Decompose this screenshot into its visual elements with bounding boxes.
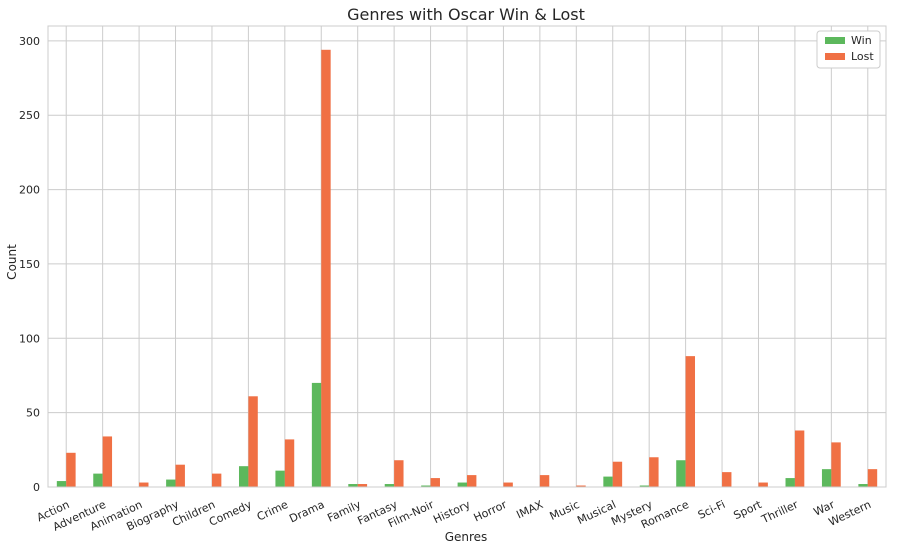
legend: Win Lost bbox=[816, 30, 881, 69]
bar-lost-family bbox=[357, 484, 368, 487]
bar-lost-children bbox=[211, 473, 222, 487]
chart-title: Genres with Oscar Win & Lost bbox=[347, 5, 585, 24]
bar-lost-war bbox=[831, 442, 841, 487]
bar-lost-western bbox=[867, 469, 878, 487]
bar-lost-drama bbox=[321, 49, 331, 487]
y-tick-label: 250 bbox=[19, 109, 40, 122]
y-tick-label: 50 bbox=[26, 407, 40, 420]
bar-lost-music bbox=[576, 485, 586, 487]
bar-win-mystery bbox=[639, 485, 650, 487]
bar-win-romance bbox=[676, 460, 686, 487]
bar-lost-adventure bbox=[102, 436, 113, 487]
legend-swatch-win bbox=[825, 37, 845, 44]
bar-lost-film-noir bbox=[430, 478, 440, 487]
y-axis-label: Count bbox=[5, 244, 19, 280]
bar-lost-imax bbox=[539, 475, 550, 487]
legend-label-win: Win bbox=[851, 34, 872, 47]
legend-swatch-lost bbox=[825, 53, 845, 60]
bar-win-film-noir bbox=[421, 485, 431, 487]
bar-win-family bbox=[348, 484, 358, 487]
x-axis-label: Genres bbox=[445, 530, 488, 544]
bar-win-war bbox=[821, 469, 832, 487]
bar-lost-history bbox=[467, 475, 477, 487]
bar-win-comedy bbox=[238, 466, 249, 487]
bar-lost-musical bbox=[612, 461, 623, 487]
y-tick-label: 200 bbox=[19, 184, 40, 197]
y-tick-label: 150 bbox=[19, 258, 40, 271]
bar-lost-sci-fi bbox=[722, 472, 732, 487]
y-tick-label: 300 bbox=[19, 35, 40, 48]
bar-lost-thriller bbox=[794, 430, 805, 487]
bar-win-musical bbox=[603, 476, 613, 487]
bar-lost-horror bbox=[503, 482, 513, 487]
bar-win-adventure bbox=[93, 473, 103, 487]
bar-lost-comedy bbox=[248, 396, 258, 487]
bar-lost-fantasy bbox=[394, 460, 404, 487]
bar-win-thriller bbox=[785, 478, 795, 487]
bar-lost-romance bbox=[685, 356, 696, 487]
bar-lost-sport bbox=[758, 482, 768, 487]
y-tick-label: 100 bbox=[19, 332, 40, 345]
grid-layer bbox=[48, 26, 886, 488]
bar-lost-biography bbox=[175, 464, 185, 487]
bar-win-drama bbox=[311, 382, 322, 487]
bar-lost-crime bbox=[284, 439, 295, 487]
bar-lost-mystery bbox=[649, 457, 659, 487]
y-tick-label: 0 bbox=[33, 481, 40, 494]
bar-win-action bbox=[56, 481, 67, 487]
bar-lost-action bbox=[66, 452, 76, 487]
bars-layer bbox=[56, 49, 878, 487]
bar-win-crime bbox=[275, 470, 285, 487]
plot-frame bbox=[47, 25, 887, 488]
bar-win-history bbox=[457, 482, 467, 487]
bar-win-biography bbox=[166, 479, 176, 487]
legend-label-lost: Lost bbox=[851, 50, 874, 63]
bar-lost-animation bbox=[139, 482, 149, 487]
bar-win-western bbox=[858, 484, 868, 487]
bar-win-fantasy bbox=[384, 484, 395, 487]
